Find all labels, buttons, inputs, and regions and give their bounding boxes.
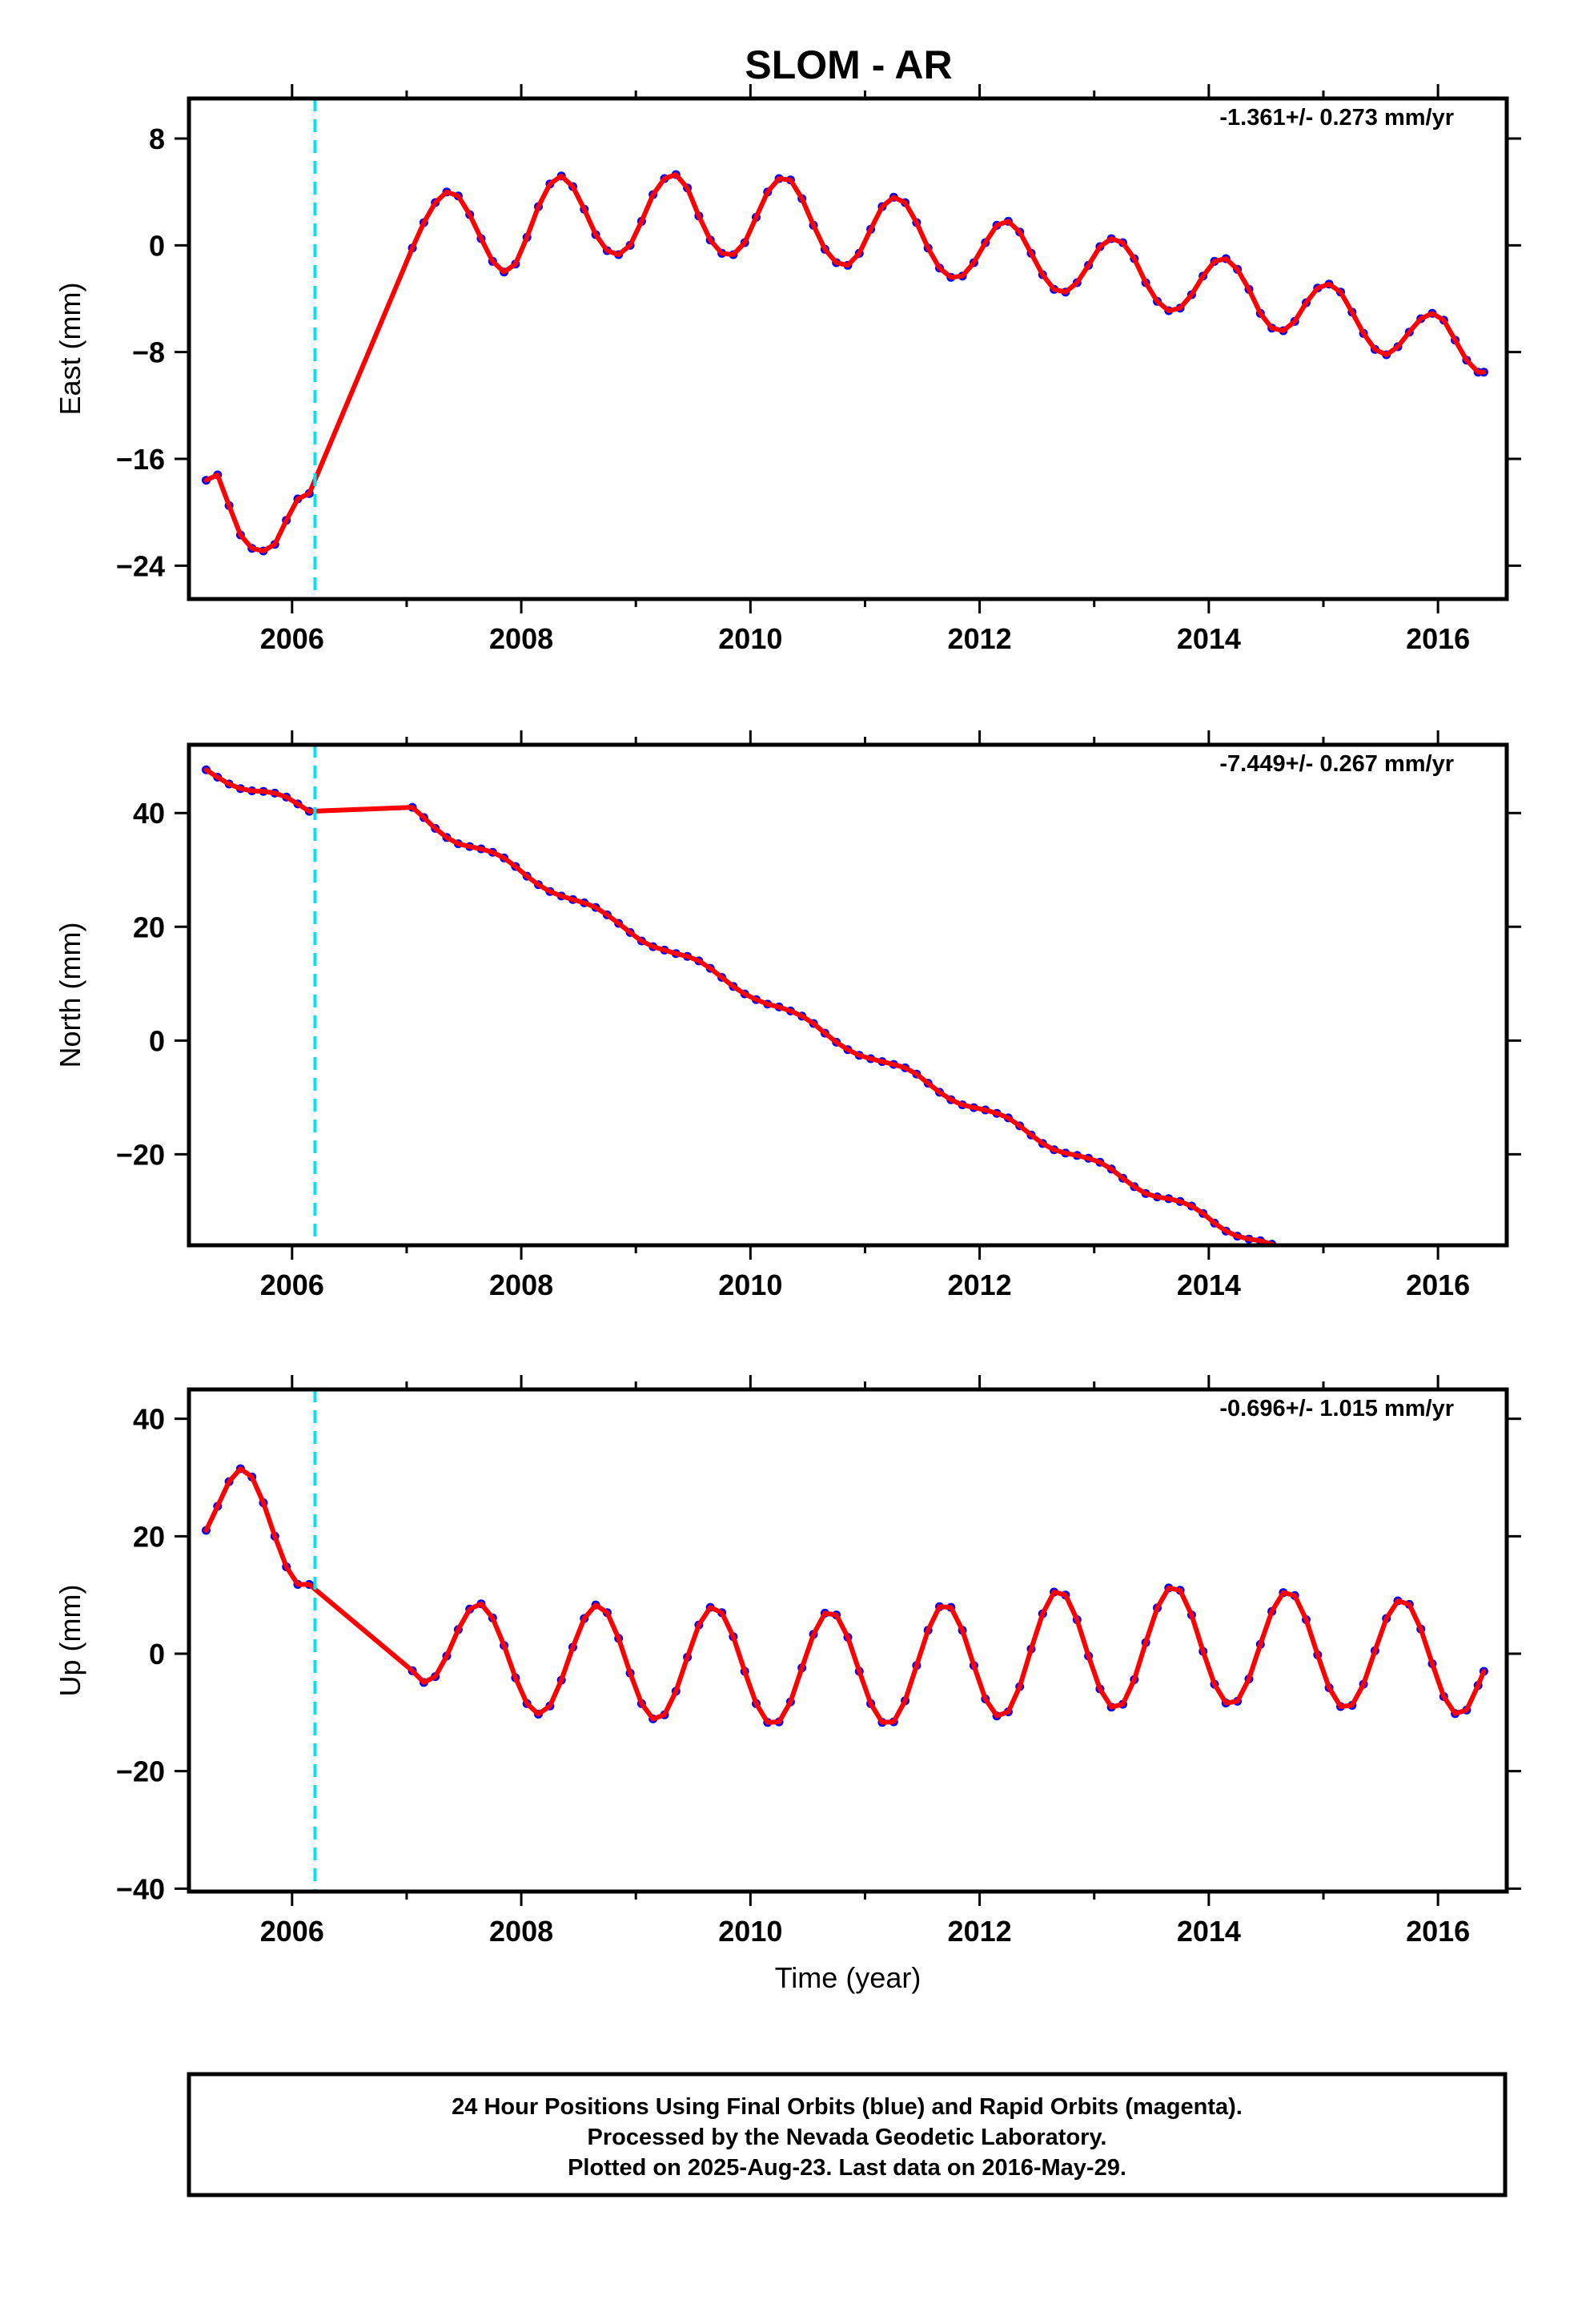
plot-frame	[187, 742, 1509, 1248]
x-tick-label: 2006	[260, 1269, 324, 1301]
footer-line-2: Processed by the Nevada Geodetic Laborat…	[588, 2125, 1107, 2150]
x-tick-label: 2014	[1177, 622, 1241, 655]
north-y-axis-label: North (mm)	[54, 923, 86, 1068]
north-axes: 2006 2008 2010 2012 2014 2016 −20 0 20 40	[116, 730, 1521, 1301]
east-axes: 2006 2008 2010 2012 2014 2016 −24 −16 −8 0 8	[116, 84, 1521, 655]
up-x-axis-label: Time (year)	[775, 1961, 921, 1994]
east-model-curve	[203, 172, 1487, 553]
y-tick-label: 0	[149, 1024, 165, 1057]
model-line	[203, 172, 1487, 553]
x-tick-label: 2008	[489, 1915, 553, 1948]
y-tick-label: 40	[133, 797, 165, 830]
up-rate-label: -0.696+/- 1.015 mm/yr	[1219, 1396, 1454, 1421]
model-line	[203, 1466, 1487, 1725]
plot-frame	[187, 1387, 1509, 1894]
y-tick-label: −40	[116, 1872, 165, 1905]
x-tick-label: 2012	[948, 622, 1012, 655]
x-tick-label: 2010	[718, 1269, 782, 1301]
x-tick-label: 2010	[718, 1915, 782, 1948]
x-tick-label: 2012	[948, 1915, 1012, 1948]
east-y-axis-label: East (mm)	[54, 283, 86, 416]
x-tick-label: 2014	[1177, 1915, 1241, 1948]
x-tick-label: 2008	[489, 1269, 553, 1301]
footer-box: 24 Hour Positions Using Final Orbits (bl…	[187, 2072, 1508, 2197]
figure-title: SLOM - AR	[745, 42, 952, 87]
north-model-curve	[203, 767, 1280, 1245]
x-tick-label: 2016	[1406, 1915, 1470, 1948]
y-tick-label: −8	[132, 336, 165, 369]
footer-line-3: Plotted on 2025-Aug-23. Last data on 201…	[568, 2155, 1126, 2181]
y-tick-label: −20	[116, 1138, 165, 1171]
y-tick-label: 40	[133, 1403, 165, 1436]
y-tick-label: 20	[133, 911, 165, 943]
up-y-axis-label: Up (mm)	[54, 1585, 86, 1697]
east-rate-label: -1.361+/- 0.273 mm/yr	[1219, 105, 1454, 131]
y-tick-label: 0	[149, 229, 165, 262]
x-tick-label: 2012	[948, 1269, 1012, 1301]
up-model-curve	[203, 1466, 1487, 1725]
y-tick-label: 8	[149, 123, 165, 155]
up-panel: 2006 2008 2010 2012 2014 2016 −40 −20 0 20 40 Up (…	[54, 1375, 1521, 1994]
x-tick-label: 2006	[260, 622, 324, 655]
x-tick-label: 2014	[1177, 1269, 1241, 1301]
plot-frame	[187, 96, 1509, 601]
x-tick-label: 2010	[718, 622, 782, 655]
y-tick-label: −20	[116, 1755, 165, 1788]
north-panel: 2006 2008 2010 2012 2014 2016 −20 0 20 40 North (…	[54, 730, 1521, 1301]
y-tick-label: 20	[133, 1520, 165, 1553]
footer-line-1: 24 Hour Positions Using Final Orbits (bl…	[452, 2094, 1243, 2120]
x-tick-label: 2008	[489, 622, 553, 655]
north-rate-label: -7.449+/- 0.267 mm/yr	[1219, 751, 1454, 777]
y-tick-label: −16	[116, 443, 165, 476]
x-tick-label: 2016	[1406, 1269, 1470, 1301]
east-panel: 2006 2008 2010 2012 2014 2016 −24 −16 −8 0 8 East …	[54, 84, 1521, 655]
y-tick-label: −24	[116, 549, 165, 582]
up-axes: 2006 2008 2010 2012 2014 2016 −40 −20 0 20 40	[116, 1375, 1521, 1948]
footer-frame	[187, 2072, 1508, 2197]
y-tick-label: 0	[149, 1638, 165, 1671]
x-tick-label: 2016	[1406, 622, 1470, 655]
x-tick-label: 2006	[260, 1915, 324, 1948]
model-line	[203, 767, 1280, 1245]
